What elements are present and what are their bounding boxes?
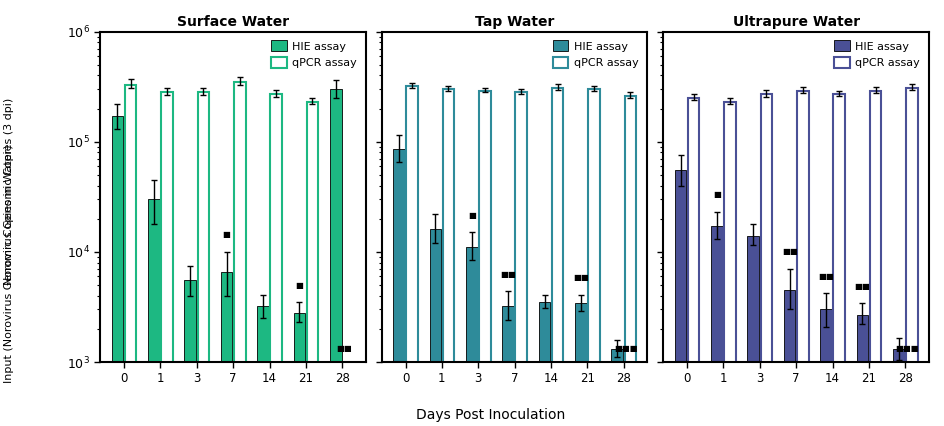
Bar [820,309,832,426]
Bar [406,86,418,426]
Bar [393,150,405,426]
Text: ■■: ■■ [336,344,352,353]
Bar [688,98,700,426]
Bar [869,91,882,426]
Text: ■■: ■■ [854,282,870,291]
Bar [711,227,723,426]
Bar [575,303,587,426]
Bar [834,94,845,426]
Bar [588,89,599,426]
Bar [515,92,527,426]
Bar [270,94,282,426]
Bar [184,280,196,426]
Text: ■■: ■■ [500,270,516,279]
Title: Ultrapure Water: Ultrapure Water [733,15,860,29]
Text: Days Post Inoculation: Days Post Inoculation [416,408,565,422]
Bar [257,306,269,426]
Bar [330,89,342,426]
Title: Surface Water: Surface Water [177,15,289,29]
Bar [856,314,868,426]
Bar [161,92,173,426]
Legend: HIE assay, qPCR assay: HIE assay, qPCR assay [268,37,361,72]
Text: ■: ■ [713,190,721,199]
Bar [625,96,636,426]
Bar [502,306,514,426]
Bar [675,170,686,426]
Bar [724,102,735,426]
Bar [479,91,491,426]
Text: ■■: ■■ [818,272,834,281]
Bar [539,302,550,426]
Text: ■■■: ■■■ [895,344,919,353]
Bar [307,102,318,426]
Bar [466,248,478,426]
Legend: HIE assay, qPCR assay: HIE assay, qPCR assay [549,37,642,72]
Bar [221,273,232,426]
Bar [148,199,160,426]
Bar [612,349,623,426]
Bar [125,85,136,426]
Text: ■: ■ [468,211,476,220]
Text: ■: ■ [223,230,230,239]
Text: ■■: ■■ [782,248,798,256]
Text: Input (Norovirus Genomic Copies in Water): Input (Norovirus Genomic Copies in Water… [5,145,14,383]
Bar [784,290,796,426]
Bar [552,88,564,426]
Bar [906,88,918,426]
Bar [111,116,124,426]
Bar [443,89,454,426]
Bar [430,229,441,426]
Bar [797,91,809,426]
Legend: HIE assay, qPCR assay: HIE assay, qPCR assay [831,37,923,72]
Text: ■: ■ [295,281,303,290]
Bar [893,349,904,426]
Title: Tap Water: Tap Water [475,15,554,29]
Bar [234,82,245,426]
Bar [197,92,210,426]
Text: ■■■: ■■■ [614,344,637,353]
Bar [294,313,305,426]
Text: Norovirus Genomic Copies (3 dpi): Norovirus Genomic Copies (3 dpi) [5,98,14,285]
Text: ■■: ■■ [573,273,589,282]
Bar [748,236,759,426]
Bar [761,94,772,426]
